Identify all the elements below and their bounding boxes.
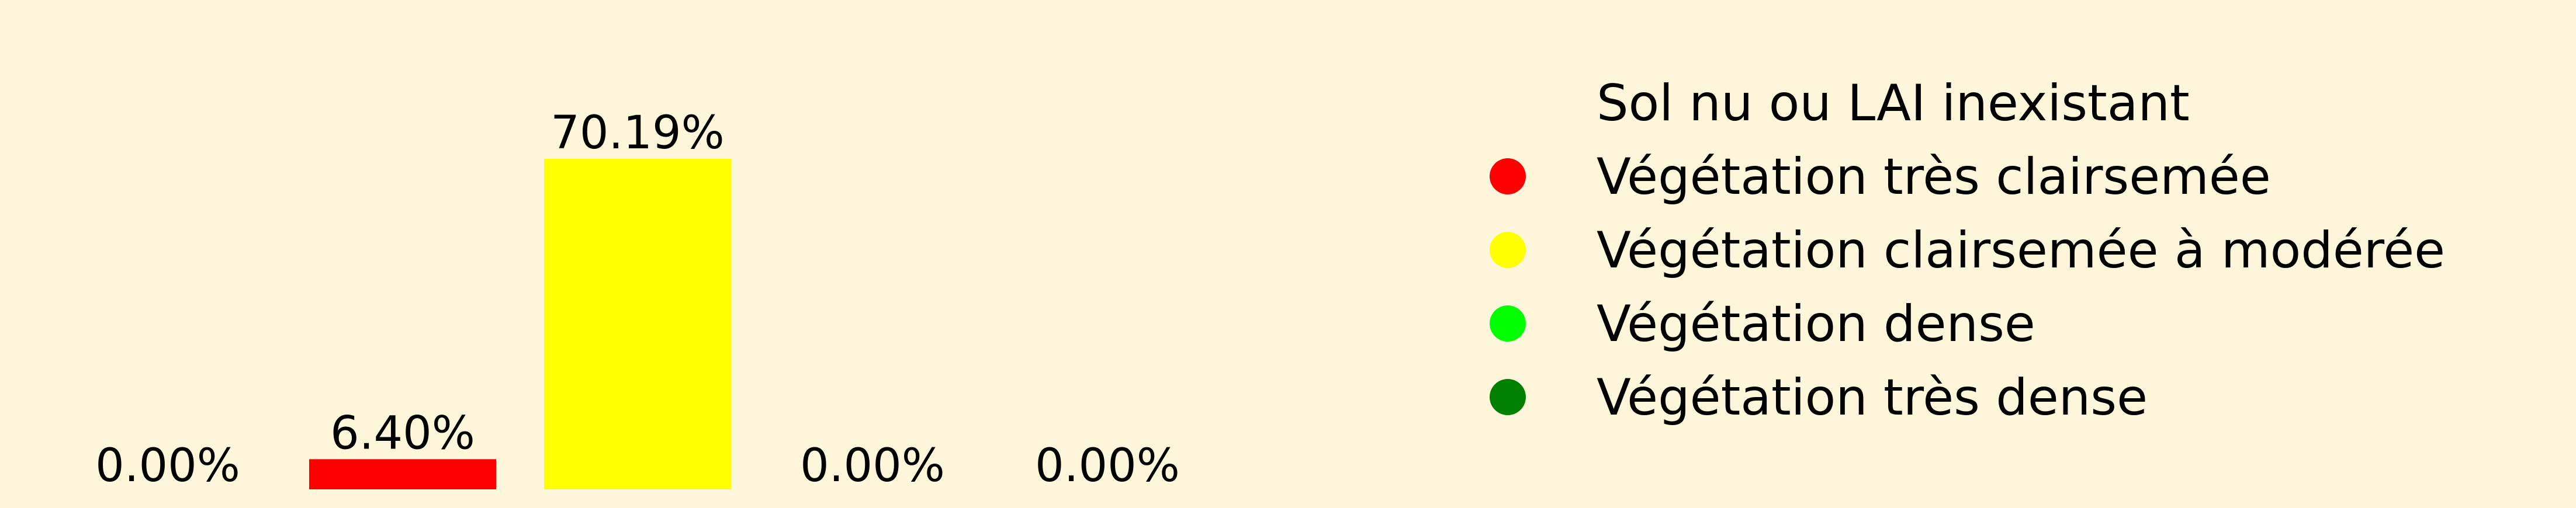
data-labels-group: 0.00% 6.40% 70.19% 0.00% 0.00% xyxy=(95,107,1180,492)
legend-marker-5 xyxy=(1490,379,1526,415)
data-label-5: 0.00% xyxy=(1035,440,1180,492)
legend-marker-1 xyxy=(1490,85,1526,121)
legend: Sol nu ou LAI inexistant Végétation très … xyxy=(1490,74,2445,427)
bar-3 xyxy=(544,159,731,489)
legend-label-2: Végétation très clairsemée xyxy=(1597,148,2271,206)
data-label-4: 0.00% xyxy=(800,440,945,492)
legend-marker-2 xyxy=(1490,158,1526,194)
data-label-1: 0.00% xyxy=(95,440,240,492)
legend-label-4: Végétation dense xyxy=(1597,295,2035,353)
data-label-3: 70.19% xyxy=(550,107,724,159)
data-label-2: 6.40% xyxy=(330,407,475,460)
legend-marker-4 xyxy=(1490,305,1526,342)
legend-label-3: Végétation clairsemée à modérée xyxy=(1597,221,2445,280)
legend-label-1: Sol nu ou LAI inexistant xyxy=(1597,74,2190,133)
legend-marker-3 xyxy=(1490,232,1526,268)
bar-2 xyxy=(309,459,496,489)
legend-label-5: Végétation très dense xyxy=(1597,368,2148,427)
bars-group xyxy=(309,159,731,489)
